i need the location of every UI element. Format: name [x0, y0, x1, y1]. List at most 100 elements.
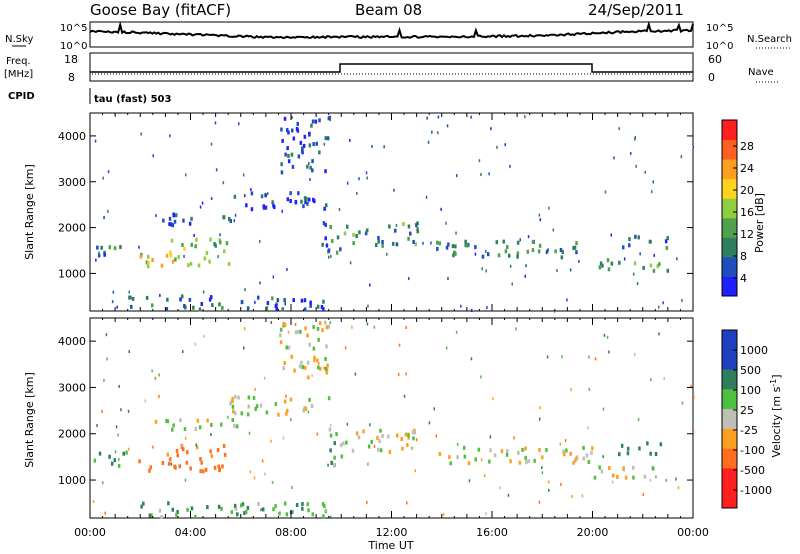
- power-cell: [309, 300, 312, 305]
- velocity-cell: [626, 451, 630, 456]
- power-cell: [222, 215, 226, 220]
- velocity-scatter-point: [397, 372, 400, 376]
- y-tick-label: 3000: [58, 381, 86, 394]
- velocity-cell: [294, 330, 298, 335]
- velocity-cell: [518, 460, 522, 465]
- velocity-scatter-point: [548, 488, 550, 492]
- power-scatter-point: [519, 238, 521, 242]
- power-cell: [181, 242, 184, 247]
- power-cell: [281, 138, 284, 143]
- velocity-scatter-point: [114, 450, 117, 454]
- power-scatter-point: [286, 268, 288, 271]
- power-cell: [628, 237, 631, 242]
- power-scatter-point: [425, 195, 428, 199]
- power-cell: [311, 159, 314, 164]
- power-colorbar-tick-label: 12: [740, 228, 754, 241]
- velocity-cell: [654, 452, 658, 456]
- power-scatter-point: [169, 134, 171, 138]
- power-cell: [304, 200, 307, 204]
- power-cell: [162, 218, 165, 223]
- velocity-scatter-point: [311, 373, 313, 377]
- velocity-cell: [285, 512, 289, 517]
- velocity-scatter-point: [559, 442, 561, 446]
- velocity-cell: [632, 465, 635, 470]
- power-cell: [666, 236, 669, 241]
- velocity-scatter-point: [456, 442, 459, 446]
- velocity-colorbar-swatch: [722, 468, 737, 489]
- velocity-cell: [194, 427, 197, 431]
- nave-tick-top: 60: [708, 53, 722, 66]
- power-cell: [146, 264, 150, 269]
- velocity-cell: [333, 463, 336, 468]
- velocity-cell: [307, 375, 310, 380]
- power-scatter-point: [446, 124, 449, 128]
- velocity-cell: [379, 448, 383, 453]
- power-cell: [265, 306, 269, 311]
- velocity-scatter-point: [546, 355, 549, 359]
- velocity-cell: [206, 505, 209, 510]
- power-cell: [606, 258, 610, 263]
- power-cell: [290, 152, 294, 157]
- power-scatter-point: [308, 162, 310, 166]
- power-cell: [284, 152, 287, 157]
- power-scatter-point: [676, 257, 678, 261]
- power-scatter-point: [259, 281, 261, 285]
- velocity-cell: [167, 461, 171, 466]
- velocity-cell: [234, 394, 237, 399]
- power-cell: [245, 203, 248, 208]
- power-cell: [407, 224, 411, 229]
- power-cell: [264, 205, 268, 210]
- power-cell: [318, 150, 321, 155]
- velocity-cell: [638, 446, 641, 451]
- velocity-scatter-point: [117, 433, 119, 437]
- velocity-cell: [173, 464, 176, 469]
- power-cell: [392, 241, 395, 246]
- power-cell: [179, 297, 182, 302]
- power-scatter-point: [95, 258, 97, 262]
- power-scatter-point: [470, 309, 473, 312]
- power-cell: [526, 249, 530, 254]
- velocity-scatter-point: [118, 384, 120, 388]
- power-cell: [301, 147, 304, 152]
- velocity-cell: [148, 513, 152, 518]
- velocity-scatter-point: [128, 447, 130, 451]
- power-cell: [652, 268, 656, 273]
- velocity-scatter-point: [285, 394, 287, 398]
- velocity-scatter-point: [154, 376, 157, 380]
- velocity-cell: [233, 503, 237, 508]
- power-cell: [296, 121, 299, 126]
- power-cell: [607, 267, 611, 272]
- power-scatter-point: [639, 252, 641, 256]
- velocity-scatter-point: [318, 362, 320, 365]
- velocity-cell: [376, 435, 379, 440]
- velocity-scatter-point: [104, 511, 106, 515]
- power-cell: [219, 240, 222, 245]
- velocity-cell: [223, 452, 227, 457]
- power-panel-frame: [89, 112, 694, 312]
- velocity-cell: [649, 451, 652, 456]
- power-colorbar-tick-label: 8: [740, 250, 747, 263]
- time-tick-label: 20:00: [577, 526, 609, 539]
- nave-label: Nave: [748, 67, 774, 78]
- power-cell: [451, 244, 455, 249]
- power-scatter-point: [524, 115, 526, 119]
- power-cell: [381, 243, 384, 248]
- velocity-scatter-point: [346, 422, 349, 426]
- power-cell: [302, 143, 306, 148]
- velocity-scatter-point: [480, 375, 482, 379]
- velocity-scatter-point: [538, 500, 541, 504]
- power-cell: [311, 168, 314, 173]
- velocity-cell: [259, 403, 263, 408]
- velocity-scatter-point: [492, 397, 494, 401]
- velocity-cell: [178, 464, 181, 469]
- velocity-colorbar-swatch: [722, 448, 737, 469]
- power-cell: [531, 248, 535, 253]
- power-scatter-point: [138, 245, 140, 249]
- power-scatter-point: [545, 251, 548, 255]
- velocity-cell: [176, 510, 179, 514]
- velocity-cell: [210, 454, 213, 459]
- power-scatter-point: [369, 283, 371, 287]
- velocity-cell: [148, 468, 151, 473]
- power-cell: [454, 251, 457, 256]
